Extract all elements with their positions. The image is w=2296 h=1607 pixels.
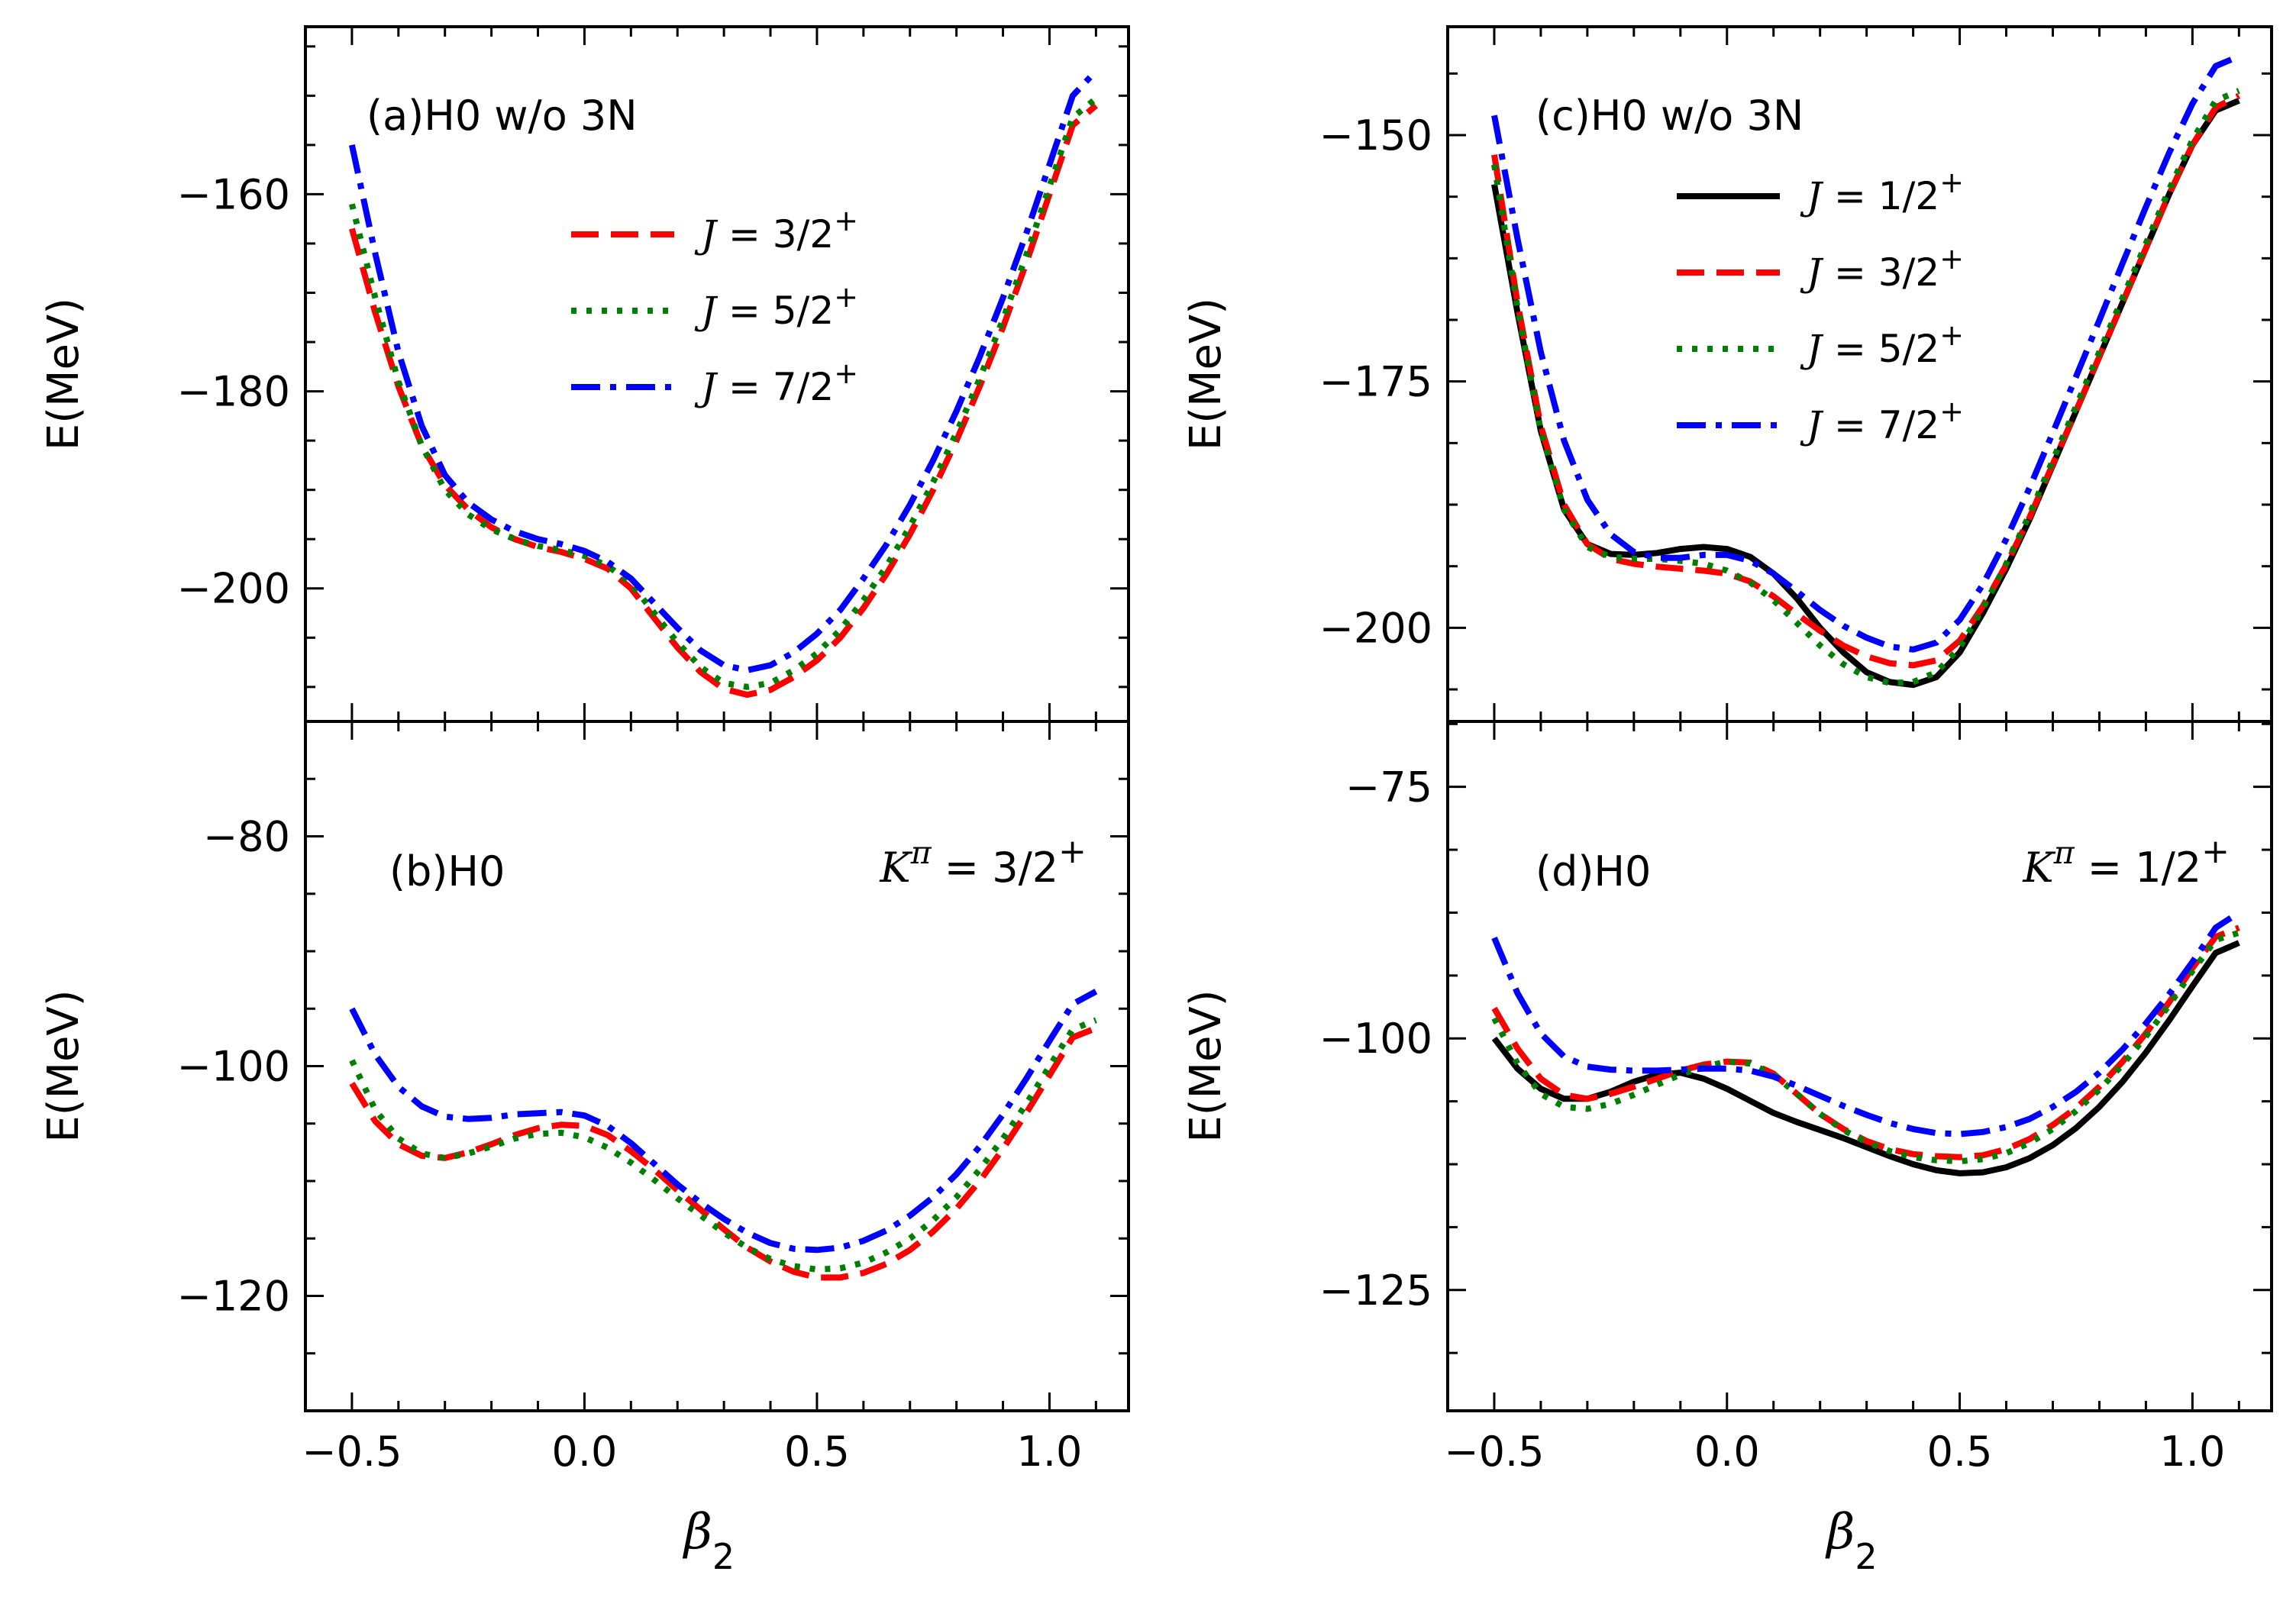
panel-b: −0.5 0.0 0.5 1.0 −120 −100 −80 E(MeV) β2 (b)H0 Kπ … [39,720,1130,1577]
x-tick-label: 0.0 [1694,1428,1760,1476]
panel-d: −0.5 0.0 0.5 1.0 −125 −100 −75 E(MeV) β2 (d)H0 Kπ … [1181,720,2273,1577]
y-tick-label: −75 [1345,763,1432,812]
legend-entry-1: J = 3/2+ [1800,242,1964,295]
series-line-dashed-0 [349,1025,1097,1281]
series-line-dotted-1 [349,96,1098,690]
y-tick-label: −125 [1319,1267,1432,1315]
legend-entry-0: J = 3/2+ [694,204,858,257]
k-pi-annotation: Kπ = 1/2+ [2022,832,2230,892]
panel-label: (a)H0 w/o 3N [367,92,638,140]
y-axis-label: E(MeV) [39,298,89,450]
series-line-dashdot-3 [1491,53,2240,653]
y-tick-label: −80 [203,813,290,861]
panel-label: (b)H0 [389,847,505,895]
series-line-dotted-2 [1491,929,2240,1165]
legend-entry-1: J = 5/2+ [694,280,858,333]
series-line-dotted-2 [1491,88,2240,686]
x-axis-label: β2 [1825,1504,1877,1577]
y-tick-label: −100 [1319,1015,1432,1063]
panel-label: (c)H0 w/o 3N [1536,92,1804,140]
legend-entry-2: J = 5/2+ [1800,318,1964,371]
legend-entry-0: J = 1/2+ [1800,166,1964,218]
x-tick-label: −0.5 [302,1428,402,1476]
series-line-dashed-1 [1491,925,2240,1160]
y-tick-label: −175 [1319,358,1432,406]
plot-frame [1446,720,2273,1412]
panel-a: −200 −180 −160 E(MeV) (a)H0 w/o 3N J = 3/2+ J … [39,25,1130,723]
x-tick-label: 0.5 [784,1428,850,1476]
plot-frame [304,720,1130,1412]
y-tick-label: −180 [177,368,290,416]
x-axis-label: β2 [683,1504,735,1577]
y-tick-label: −150 [1319,111,1432,160]
y-axis-label: E(MeV) [39,989,89,1142]
panel-c: −200 −175 −150 E(MeV) (c)H0 w/o 3N J = 1/2+ J … [1181,25,2273,723]
y-tick-label: −100 [177,1043,290,1091]
y-tick-label: −200 [1319,604,1432,652]
y-axis-label: E(MeV) [1181,989,1231,1142]
series-line-dashdot-2 [349,989,1098,1254]
series-line-dashdot-3 [1491,910,2241,1137]
panel-label: (d)H0 [1536,847,1651,895]
x-tick-label: 0.5 [1927,1428,1993,1476]
series-line-dashed-0 [349,103,1098,699]
legend-entry-3: J = 7/2+ [1800,395,1964,447]
x-tick-label: 1.0 [2159,1428,2225,1476]
series-line-dashdot-2 [348,69,1099,673]
y-tick-label: −200 [177,565,290,613]
y-tick-label: −120 [177,1273,290,1321]
x-tick-label: 1.0 [1017,1428,1083,1476]
y-tick-label: −160 [177,170,290,218]
x-tick-label: −0.5 [1444,1428,1544,1476]
y-axis-label: E(MeV) [1181,298,1231,450]
legend-entry-2: J = 7/2+ [694,357,858,409]
k-pi-annotation: Kπ = 3/2+ [879,832,1087,892]
x-tick-label: 0.0 [551,1428,617,1476]
